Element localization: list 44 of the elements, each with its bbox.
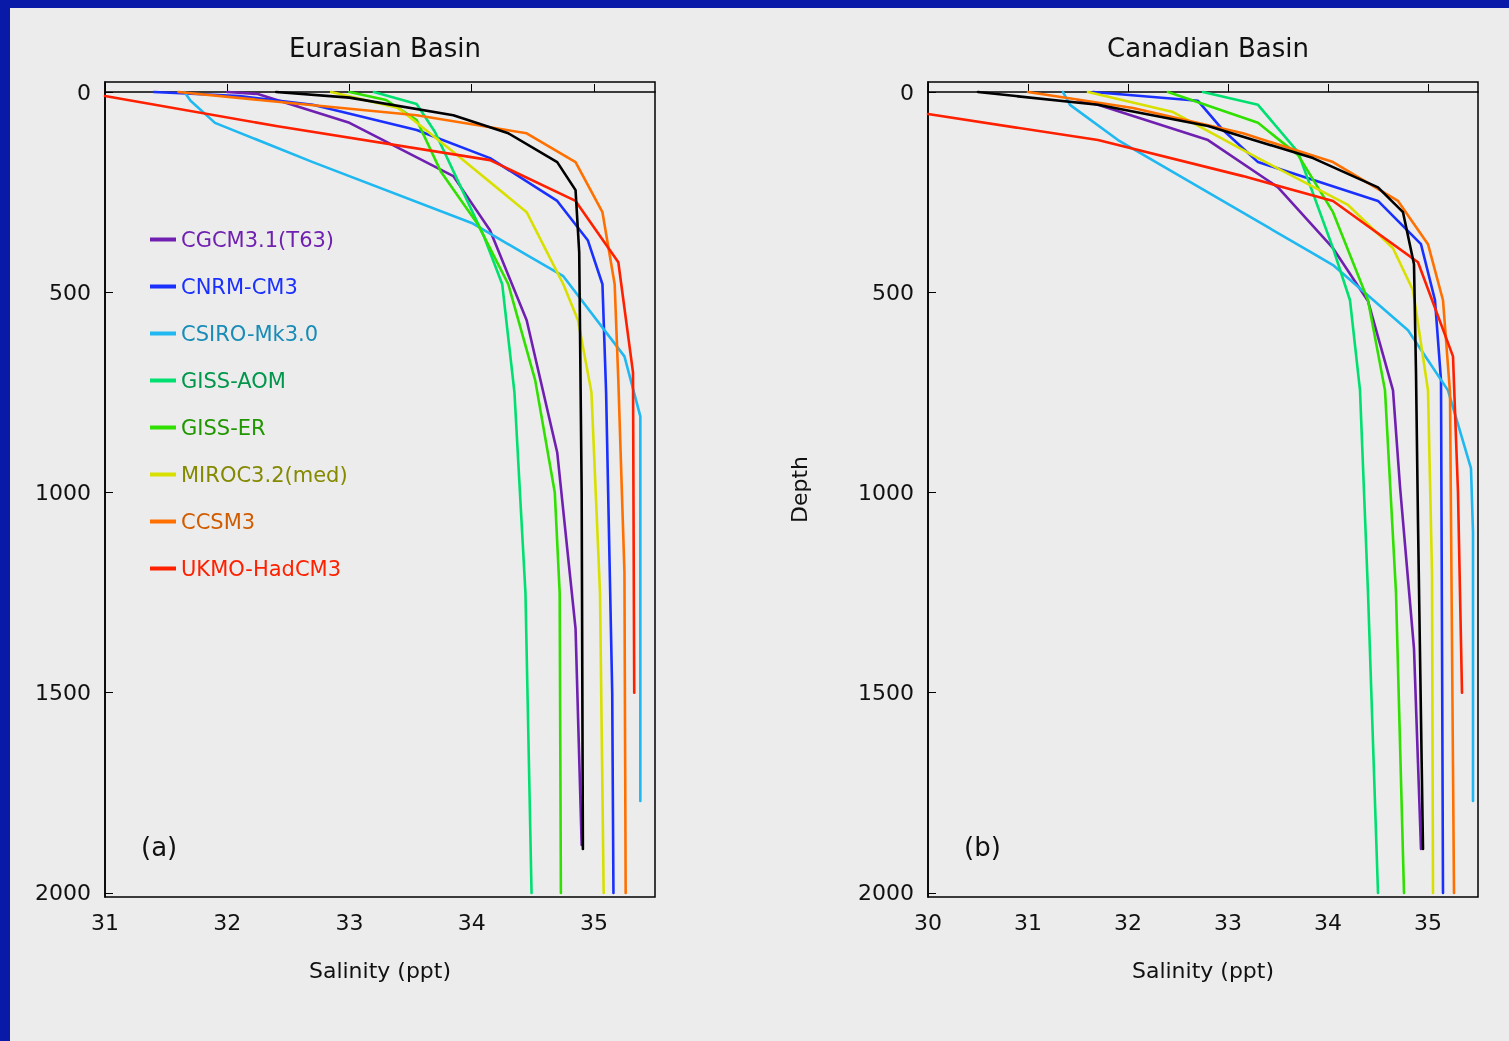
x-axis-title: Salinity (ppt): [1131, 957, 1275, 983]
line-series: [348, 90, 563, 895]
x-tick-label: 31: [91, 909, 119, 935]
x-tick-label: 30: [914, 909, 942, 935]
x-tick-label: 34: [457, 909, 486, 935]
y-tick-label: 2000: [35, 880, 91, 906]
annotation: (a): [141, 832, 178, 862]
line-series: [1026, 90, 1456, 895]
y-tick-label: 0: [900, 79, 914, 105]
chart-title: Canadian Basin: [1107, 33, 1309, 63]
x-tick-label: 32: [1114, 909, 1142, 935]
legend-label: CSIRO-Mk3.0: [181, 321, 319, 346]
legend-label: GISS-ER: [181, 415, 266, 440]
line-series: [372, 90, 533, 895]
y-tick-label: 1000: [35, 480, 91, 505]
line-series: [103, 94, 636, 695]
line-series: [1166, 90, 1406, 895]
y-tick-label: 1500: [35, 680, 91, 706]
x-tick-label: 32: [213, 909, 242, 935]
legend-label: CNRM-CM3: [181, 274, 298, 299]
y-tick-label: 500: [49, 279, 91, 305]
x-tick-label: 35: [579, 909, 608, 935]
x-tick-label: 35: [1414, 909, 1442, 935]
line-series: [1061, 90, 1475, 803]
legend-label: GISS-AOM: [181, 368, 286, 393]
x-axis-title: Salinity (ppt): [308, 957, 452, 983]
legend-label: CCSM3: [181, 509, 256, 534]
y-tick-label: 2000: [858, 880, 914, 906]
x-tick-label: 34: [1314, 909, 1342, 935]
legend-label: MIROC3.2(med): [181, 462, 348, 487]
annotation: (b): [964, 832, 1001, 862]
x-tick-label: 31: [1014, 909, 1042, 935]
y-tick-label: 1500: [858, 680, 914, 706]
legend-label: UKMO-HadCM3: [181, 556, 342, 581]
y-tick-label: 500: [872, 279, 914, 305]
x-tick-label: 33: [335, 909, 364, 935]
x-tick-label: 33: [1214, 909, 1242, 935]
legend-label: CGCM3.1(T63): [181, 227, 335, 252]
line-series: [926, 112, 1464, 695]
chart-title: Eurasian Basin: [289, 33, 481, 63]
y-tick-label: 0: [77, 79, 91, 105]
y-tick-label: 1000: [858, 480, 914, 505]
y-axis-title: Depth: [786, 455, 812, 524]
line-series: [1201, 90, 1380, 895]
